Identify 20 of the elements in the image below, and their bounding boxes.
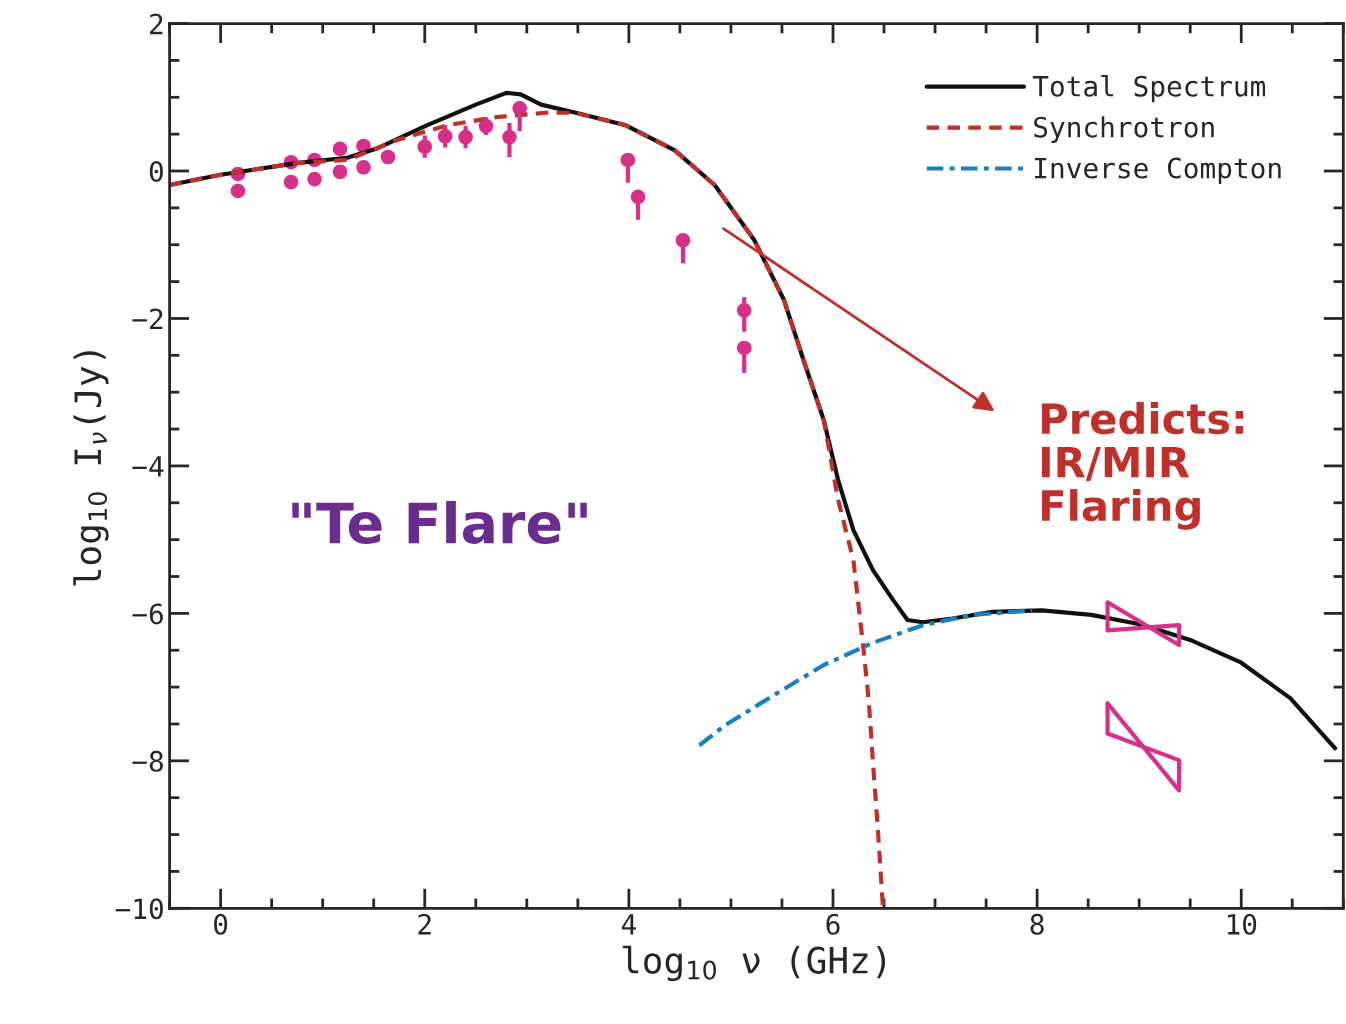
y-tick-label: −10 (115, 898, 163, 920)
x-tick-label: 10 (1227, 913, 1257, 935)
x-tick-label: 4 (621, 914, 636, 935)
y-tick-label: −2 (132, 308, 163, 330)
y-tick-label: −8 (132, 750, 163, 772)
legend-label: Synchrotron (1034, 116, 1214, 144)
legend-label: Inverse Compton (1034, 157, 1281, 184)
x-tick-label: 6 (826, 913, 840, 935)
x-tick-label: 8 (1030, 913, 1044, 935)
legend-label: Total Spectrum (1032, 75, 1266, 103)
annotation: Predicts: IR/MIR Flaring (1041, 402, 1244, 530)
y-axis-title: log$_{10}$ I$_{ν}$(Jy) (73, 351, 109, 586)
y-tick-label: 2 (150, 13, 163, 35)
y-tick-label: −6 (132, 603, 163, 625)
x-axis-title: log$_{10}$ ν (GHz) (622, 945, 886, 982)
y-tick-label: −4 (132, 456, 164, 477)
x-tick-label: 2 (418, 913, 431, 935)
y-tick-label: 0 (149, 161, 163, 183)
annotation: "Te Flare" (292, 500, 587, 544)
x-tick-label: 0 (214, 913, 228, 935)
